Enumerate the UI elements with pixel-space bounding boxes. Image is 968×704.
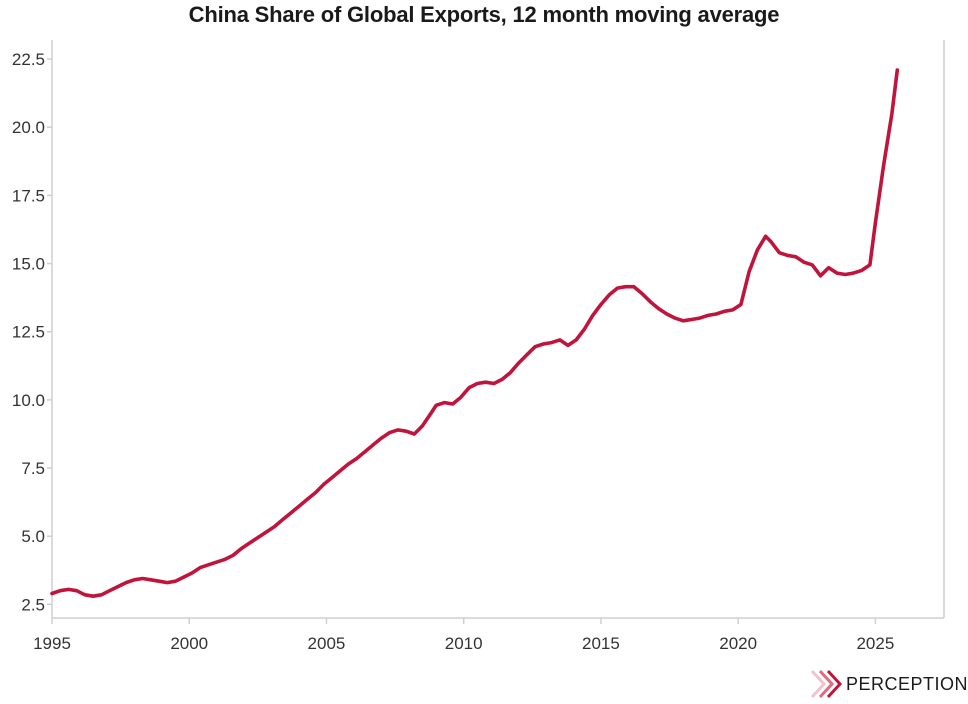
x-axis-ticks: 1995 2000 2005 2010 2015 2020 2025 xyxy=(33,618,894,653)
y-tick-label: 20.0 xyxy=(12,118,45,137)
x-tick-label: 2015 xyxy=(582,634,620,653)
logo-text: PERCEPTION xyxy=(845,673,968,694)
x-tick-label: 2005 xyxy=(308,634,346,653)
x-tick-label: 2000 xyxy=(170,634,208,653)
y-tick-label: 12.5 xyxy=(12,323,45,342)
x-tick-label: 2020 xyxy=(719,634,757,653)
chart-title: China Share of Global Exports, 12 month … xyxy=(188,2,780,27)
y-tick-label: 7.5 xyxy=(21,459,45,478)
series-line-china-share xyxy=(50,68,900,598)
y-tick-label: 22.5 xyxy=(12,50,45,69)
x-tick-label: 1995 xyxy=(33,634,71,653)
perception-logo-icon xyxy=(810,669,842,699)
x-tick-label: 2025 xyxy=(856,634,894,653)
brand-logo: PERCEPTION xyxy=(808,666,968,702)
y-tick-label: 5.0 xyxy=(21,527,45,546)
y-tick-label: 2.5 xyxy=(21,595,45,614)
y-tick-label: 15.0 xyxy=(12,255,45,274)
x-tick-label: 2010 xyxy=(445,634,483,653)
y-axis-ticks: 2.5 5.0 7.5 10.0 12.5 15.0 17.5 20.0 22.5 xyxy=(12,50,52,614)
y-tick-label: 10.0 xyxy=(12,391,45,410)
y-tick-label: 17.5 xyxy=(12,186,45,205)
